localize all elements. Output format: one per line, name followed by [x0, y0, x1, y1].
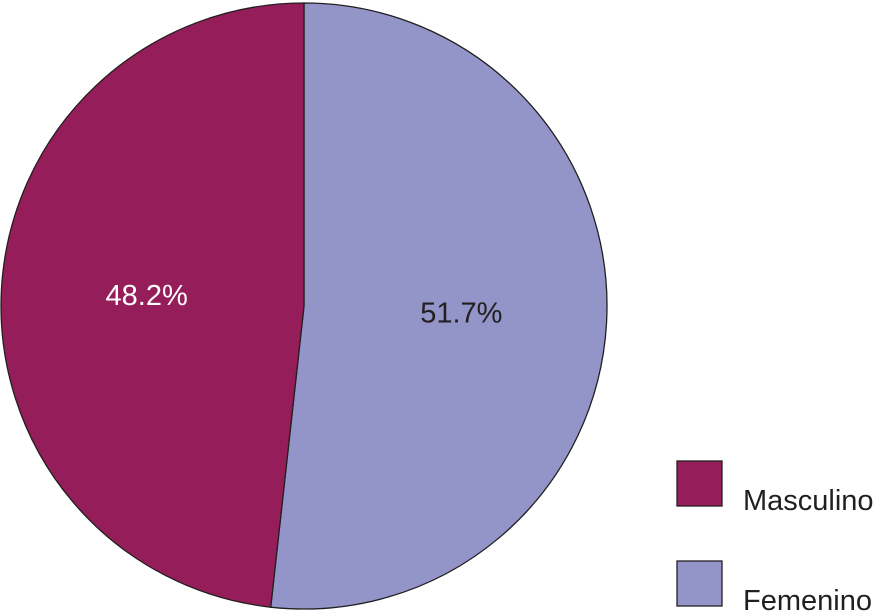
pie-slice-label-femenino: 51.7%	[420, 297, 502, 329]
pie-slice-femenino	[269, 2, 608, 610]
legend-swatch-femenino	[676, 560, 723, 607]
legend-label-masculino: Masculino	[743, 485, 874, 517]
pie-slice-labels: 51.7% 48.2%	[106, 280, 503, 329]
pie-slice-masculino	[0, 2, 305, 608]
legend-swatch-masculino	[676, 460, 723, 507]
pie-slices	[0, 2, 608, 610]
legend-label-femenino: Femenino	[743, 585, 872, 612]
pie-slice-label-masculino: 48.2%	[106, 280, 188, 312]
legend: Masculino Femenino	[676, 460, 874, 612]
